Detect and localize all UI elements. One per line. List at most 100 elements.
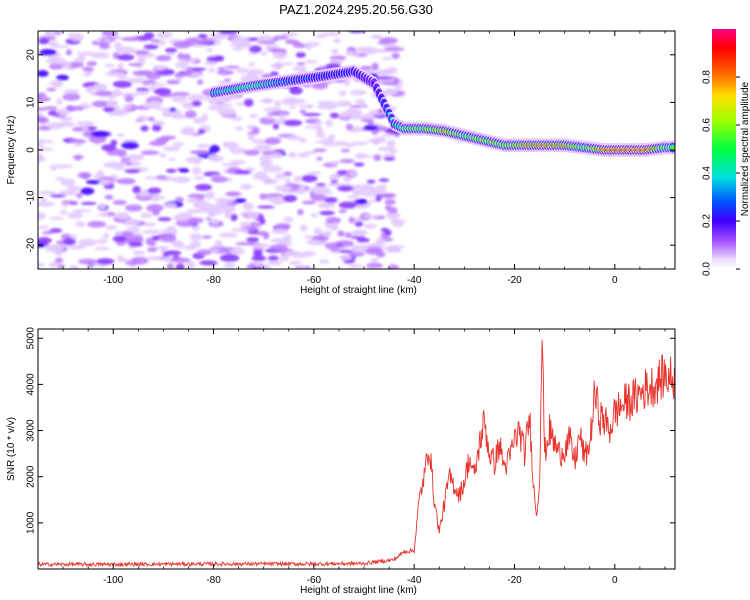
noise-blob — [149, 86, 157, 92]
noise-blob — [373, 154, 382, 162]
y-tick-label: 10 — [26, 96, 37, 108]
noise-blob — [125, 204, 143, 212]
noise-blob — [56, 74, 69, 81]
noise-blob — [252, 243, 270, 249]
noise-blob — [177, 52, 185, 60]
noise-blob — [230, 213, 238, 222]
noise-blob — [193, 176, 205, 180]
colorbar-tick-label: 0.2 — [702, 214, 713, 228]
noise-blob — [354, 221, 364, 227]
noise-blob — [299, 224, 308, 232]
noise-blob — [75, 121, 96, 126]
noise-blob — [47, 31, 56, 38]
noise-blob — [223, 78, 232, 82]
noise-blob — [381, 81, 400, 86]
noise-blob — [78, 238, 97, 247]
noise-blob — [76, 51, 96, 56]
noise-blob — [116, 133, 125, 138]
noise-blob — [146, 72, 161, 80]
snr-panel: -100 -80 -60 -40 -20 0 1000 2000 3000 4000 5000 Hei… — [6, 327, 676, 596]
noise-blob — [68, 265, 80, 269]
noise-blob — [319, 210, 336, 216]
y-tick-label: 1000 — [26, 511, 37, 534]
noise-blob — [384, 245, 399, 253]
noise-blob — [328, 134, 336, 140]
noise-blob — [190, 72, 204, 77]
noise-blob — [166, 263, 174, 269]
noise-blob — [102, 233, 110, 239]
noise-blob — [110, 139, 118, 147]
noise-blob — [69, 33, 84, 42]
noise-blob — [305, 239, 321, 245]
noise-blob — [340, 148, 351, 153]
noise-blob — [38, 225, 49, 230]
noise-blob — [337, 230, 345, 237]
noise-blob — [46, 87, 57, 92]
noise-blob — [59, 210, 68, 215]
noise-blob — [181, 126, 195, 133]
noise-blob — [125, 162, 133, 166]
noise-blob — [174, 73, 185, 78]
noise-blob — [38, 154, 44, 162]
noise-blob — [316, 133, 327, 138]
noise-blob — [345, 50, 362, 57]
noise-blob — [150, 197, 160, 202]
noise-blob — [57, 121, 76, 128]
noise-blob — [137, 115, 148, 122]
noise-blob — [296, 62, 306, 66]
noise-blob — [95, 90, 113, 97]
noise-blob — [324, 197, 338, 204]
noise-blob — [166, 225, 177, 234]
noise-blob — [158, 234, 177, 243]
noise-blob — [293, 175, 303, 183]
noise-blob — [206, 48, 213, 52]
noise-blob — [304, 125, 322, 130]
noise-blob — [195, 183, 212, 191]
noise-blob — [224, 262, 236, 269]
noise-blob — [243, 98, 254, 107]
noise-blob — [239, 221, 252, 227]
noise-blob — [74, 154, 82, 161]
noise-blob — [298, 266, 307, 269]
noise-blob — [128, 62, 143, 67]
x-tick-label: 0 — [612, 575, 618, 586]
noise-blob — [224, 211, 232, 219]
noise-blob — [302, 113, 322, 117]
noise-blob — [49, 194, 66, 198]
noise-blob — [151, 235, 160, 242]
noise-blob — [172, 214, 190, 222]
noise-blob — [185, 156, 204, 164]
noise-blob — [38, 70, 49, 77]
noise-blob — [155, 175, 167, 180]
noise-blob — [191, 166, 202, 175]
noise-blob — [313, 227, 323, 235]
noise-blob — [190, 149, 210, 155]
noise-blob — [376, 184, 388, 188]
y-axis-label: SNR (10 * v/v) — [6, 417, 17, 481]
noise-blob — [171, 115, 189, 120]
noise-blob — [330, 160, 340, 165]
noise-blob — [252, 266, 263, 269]
noise-blob — [284, 178, 292, 184]
noise-blob — [155, 245, 170, 250]
noise-blob — [75, 139, 87, 144]
noise-blob — [159, 152, 166, 158]
noise-blob — [281, 32, 298, 37]
noise-blob — [297, 152, 310, 158]
noise-blob — [274, 100, 281, 108]
noise-blob — [355, 198, 368, 205]
ridge-core — [670, 145, 675, 150]
noise-blob — [188, 209, 200, 214]
noise-blob — [68, 244, 86, 250]
noise-blob — [101, 31, 119, 37]
noise-blob — [377, 146, 396, 152]
noise-blob — [283, 216, 294, 223]
noise-blob — [242, 202, 255, 211]
noise-blob — [386, 139, 396, 148]
noise-blob — [117, 255, 124, 263]
noise-blob — [147, 187, 162, 194]
noise-blob — [106, 99, 116, 108]
noise-blob — [315, 183, 326, 187]
noise-blob — [246, 213, 259, 219]
noise-blob — [44, 244, 63, 248]
